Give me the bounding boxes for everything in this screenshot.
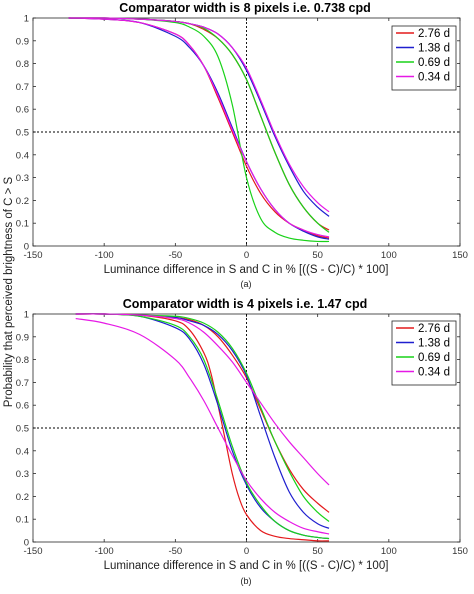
panel-b-title: Comparator width is 4 pixels i.e. 1.47 c… [123,297,368,311]
panel-b-series-lines [75,313,330,542]
legend-label: 0.34 d [418,367,450,379]
x-tick-label: 0 [244,250,249,261]
panel-a-series-lines [68,17,330,243]
y-tick-label: 0.6 [16,105,29,116]
x-tick-label: -100 [95,250,114,261]
panel-a-x-axis-label: Luminance difference in S and C in % [((… [104,264,389,276]
panel-b-series-line-0 [75,313,330,542]
panel-b-legend-box [391,320,457,386]
y-tick-label: 0.2 [16,196,29,207]
x-tick-label: 0 [244,546,249,557]
legend-label: 0.69 d [418,57,450,69]
x-tick-label: -100 [95,546,114,557]
y-tick-label: 0.1 [16,219,29,230]
panel-a-series-line-3 [68,17,330,238]
panel-a-series-line-7 [68,17,330,213]
panel-b-x-axis-label: Luminance difference in S and C in % [((… [104,560,389,572]
y-tick-label: 1 [24,14,29,25]
y-tick-label: 0.9 [16,36,29,47]
y-tick-label: 0 [24,538,29,549]
y-tick-label: 1 [24,310,29,321]
y-tick-label: 0.8 [16,59,29,70]
y-tick-label: 0.2 [16,492,29,503]
panel-a-reference-lines [33,18,460,246]
legend-label: 1.38 d [418,43,450,55]
y-tick-label: 0.4 [16,446,29,457]
panel-b: Comparator width is 4 pixels i.e. 1.47 c… [16,297,468,586]
panel-a-caption: (a) [241,279,252,289]
legend-label: 0.34 d [418,72,450,84]
panel-b-ticks: -150 -100 -50 0 50 100 150 0 0.1 0.2 0.3 0.4 0.5 0.6 0… [16,310,468,558]
x-tick-label: 100 [381,250,397,261]
x-tick-label: -50 [168,250,182,261]
panel-b-series-line-3 [75,317,330,535]
x-tick-label: 150 [452,250,468,261]
panel-b-reference-lines [33,314,460,542]
y-tick-label: 0.6 [16,401,29,412]
panel-b-caption: (b) [241,576,252,586]
x-tick-label: 100 [381,546,397,557]
y-tick-label: 0.1 [16,515,29,526]
panel-a-series-line-1 [68,17,330,240]
y-tick-label: 0.7 [16,82,29,93]
x-tick-label: -150 [23,546,42,557]
y-tick-label: 0.9 [16,332,29,343]
y-tick-label: 0.3 [16,173,29,184]
legend-label: 2.76 d [418,323,450,335]
x-tick-label: -150 [23,250,42,261]
legend-label: 0.69 d [418,352,450,364]
panel-b-legend: 2.76 d 1.38 d 0.69 d 0.34 d [391,320,457,386]
x-tick-label: 50 [312,546,323,557]
y-tick-label: 0.3 [16,469,29,480]
panel-a-title: Comparator width is 8 pixels i.e. 0.738 … [119,1,370,15]
panel-a-legend: 2.76 d 1.38 d 0.69 d 0.34 d [391,25,457,91]
x-tick-label: 50 [312,250,323,261]
legend-label: 1.38 d [418,338,450,350]
y-tick-label: 0.4 [16,150,29,161]
x-tick-label: -50 [168,546,182,557]
panel-a: Comparator width is 8 pixels i.e. 0.738 … [16,1,468,289]
panel-b-series-line-2 [75,313,330,540]
panel-a-ticks: -150 -100 -50 0 50 100 150 0 0.1 0.2 0.3 0.4 0.5 0.6 0… [16,14,468,262]
y-tick-label: 0.7 [16,378,29,389]
x-tick-label: 150 [452,546,468,557]
y-tick-label: 0.5 [16,128,29,139]
shared-y-axis-label: Probability that perceived brightness of… [3,176,15,407]
y-tick-label: 0 [24,242,29,253]
panel-b-series-line-7 [75,313,330,486]
y-tick-label: 0.5 [16,424,29,435]
y-tick-label: 0.8 [16,355,29,366]
panel-a-legend-box [391,25,457,91]
legend-label: 2.76 d [418,28,450,40]
